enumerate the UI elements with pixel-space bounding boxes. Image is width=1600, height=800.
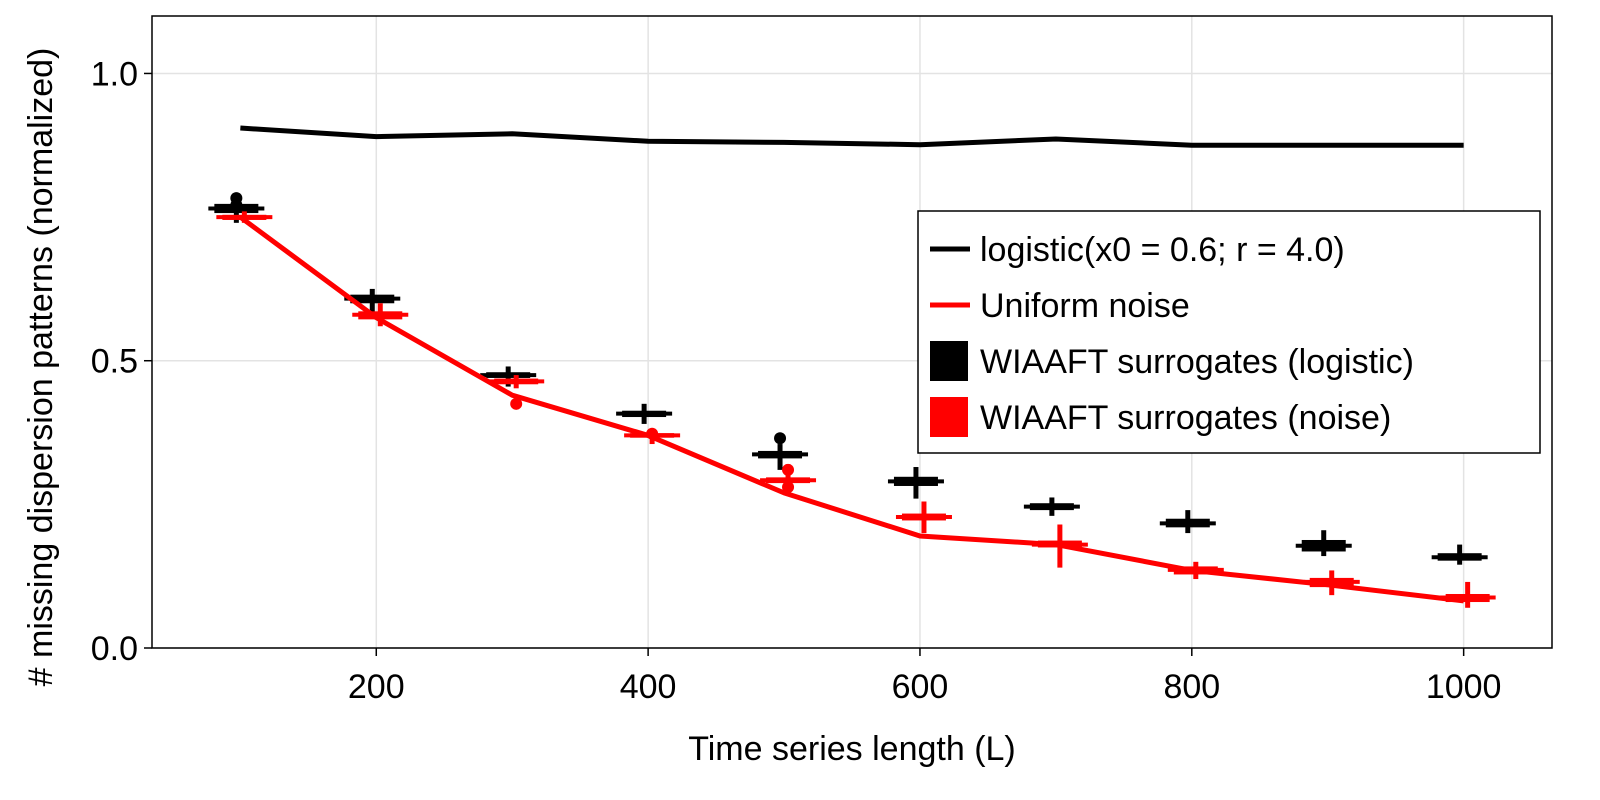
- boxplot-outlier: [774, 432, 787, 445]
- series-line: [238, 215, 1464, 604]
- x-tick-label: 200: [348, 668, 405, 706]
- legend-swatch-box: [930, 397, 968, 437]
- y-tick-label: 0.0: [91, 630, 138, 668]
- plot-frame: [151, 15, 1553, 649]
- series-line: [240, 125, 1464, 148]
- boxplot-outlier: [782, 463, 795, 476]
- legend-box: [917, 210, 1541, 454]
- y-tick-label: 1.0: [91, 55, 138, 93]
- y-axis-label: # missing dispersion patterns (normalize…: [22, 48, 60, 687]
- plot-marks: [208, 125, 1496, 608]
- x-tick-label: 800: [1163, 668, 1220, 706]
- y-tick-label: 0.5: [91, 343, 138, 381]
- legend-label: logistic(x0 = 0.6; r = 4.0): [980, 231, 1345, 269]
- x-tick-label: 1000: [1426, 668, 1502, 706]
- boxplot-outlier: [782, 481, 795, 494]
- legend-label: WIAAFT surrogates (noise): [980, 399, 1391, 437]
- legend-swatch-box: [930, 341, 968, 381]
- x-tick-label: 600: [892, 668, 949, 706]
- legend: logistic(x0 = 0.6; r = 4.0) Uniform noise…: [917, 210, 1541, 454]
- legend-label: Uniform noise: [980, 287, 1190, 325]
- x-tick-label: 400: [620, 668, 677, 706]
- boxplot-outlier: [510, 397, 523, 410]
- boxplot-outlier: [230, 199, 243, 212]
- x-axis-label: Time series length (L): [688, 730, 1016, 768]
- legend-label: WIAAFT surrogates (logistic): [980, 343, 1414, 381]
- axes: 200 400 600 800 1000 0.0 0.5 1.0: [91, 55, 1502, 706]
